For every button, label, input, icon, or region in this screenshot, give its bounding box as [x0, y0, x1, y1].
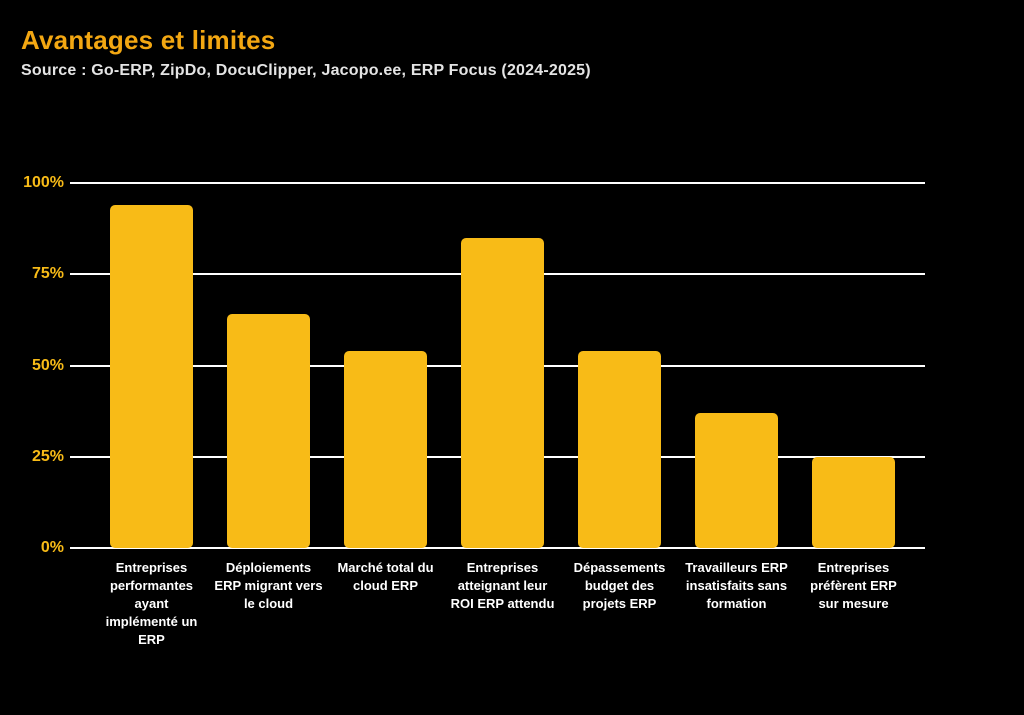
bar [227, 314, 310, 548]
bar-slot [561, 183, 678, 548]
y-tick-label: 50% [31, 356, 64, 374]
x-axis-label: Marché total du cloud ERP [337, 560, 434, 593]
bar [695, 412, 778, 548]
bar-slot [678, 183, 795, 548]
gridline [70, 182, 925, 184]
bar [461, 237, 544, 548]
x-axis-label: Entreprises performantes ayant implément… [105, 560, 198, 647]
x-axis-label: Entreprises préfèrent ERP sur mesure [810, 560, 897, 611]
bar [344, 350, 427, 548]
bar [110, 204, 193, 548]
x-axis-label: Entreprises atteignant leur ROI ERP atte… [450, 560, 555, 611]
y-tick-label: 100% [23, 174, 64, 191]
bar-slot [444, 183, 561, 548]
x-axis-label: Travailleurs ERP insatisfaits sans forma… [685, 560, 788, 611]
bars [93, 183, 912, 548]
x-axis-label: Déploiements ERP migrant vers le cloud [214, 560, 323, 611]
x-axis-label: Dépassements budget des projets ERP [573, 560, 666, 611]
x-axis-labels: Entreprises performantes ayant implément… [93, 559, 912, 649]
chart-title: Avantages et limites [21, 25, 276, 55]
y-tick-label: 25% [31, 447, 64, 465]
y-tick-label: 0% [40, 539, 64, 556]
bar-slot [93, 183, 210, 548]
bar-slot [327, 183, 444, 548]
y-tick-label: 75% [31, 265, 64, 283]
chart-subtitle: Source : Go-ERP, ZipDo, DocuClipper, Jac… [21, 62, 591, 79]
bar-slot [210, 183, 327, 548]
gridline [70, 547, 925, 549]
bar [812, 456, 895, 548]
bar [578, 350, 661, 548]
bar-slot [795, 183, 912, 548]
